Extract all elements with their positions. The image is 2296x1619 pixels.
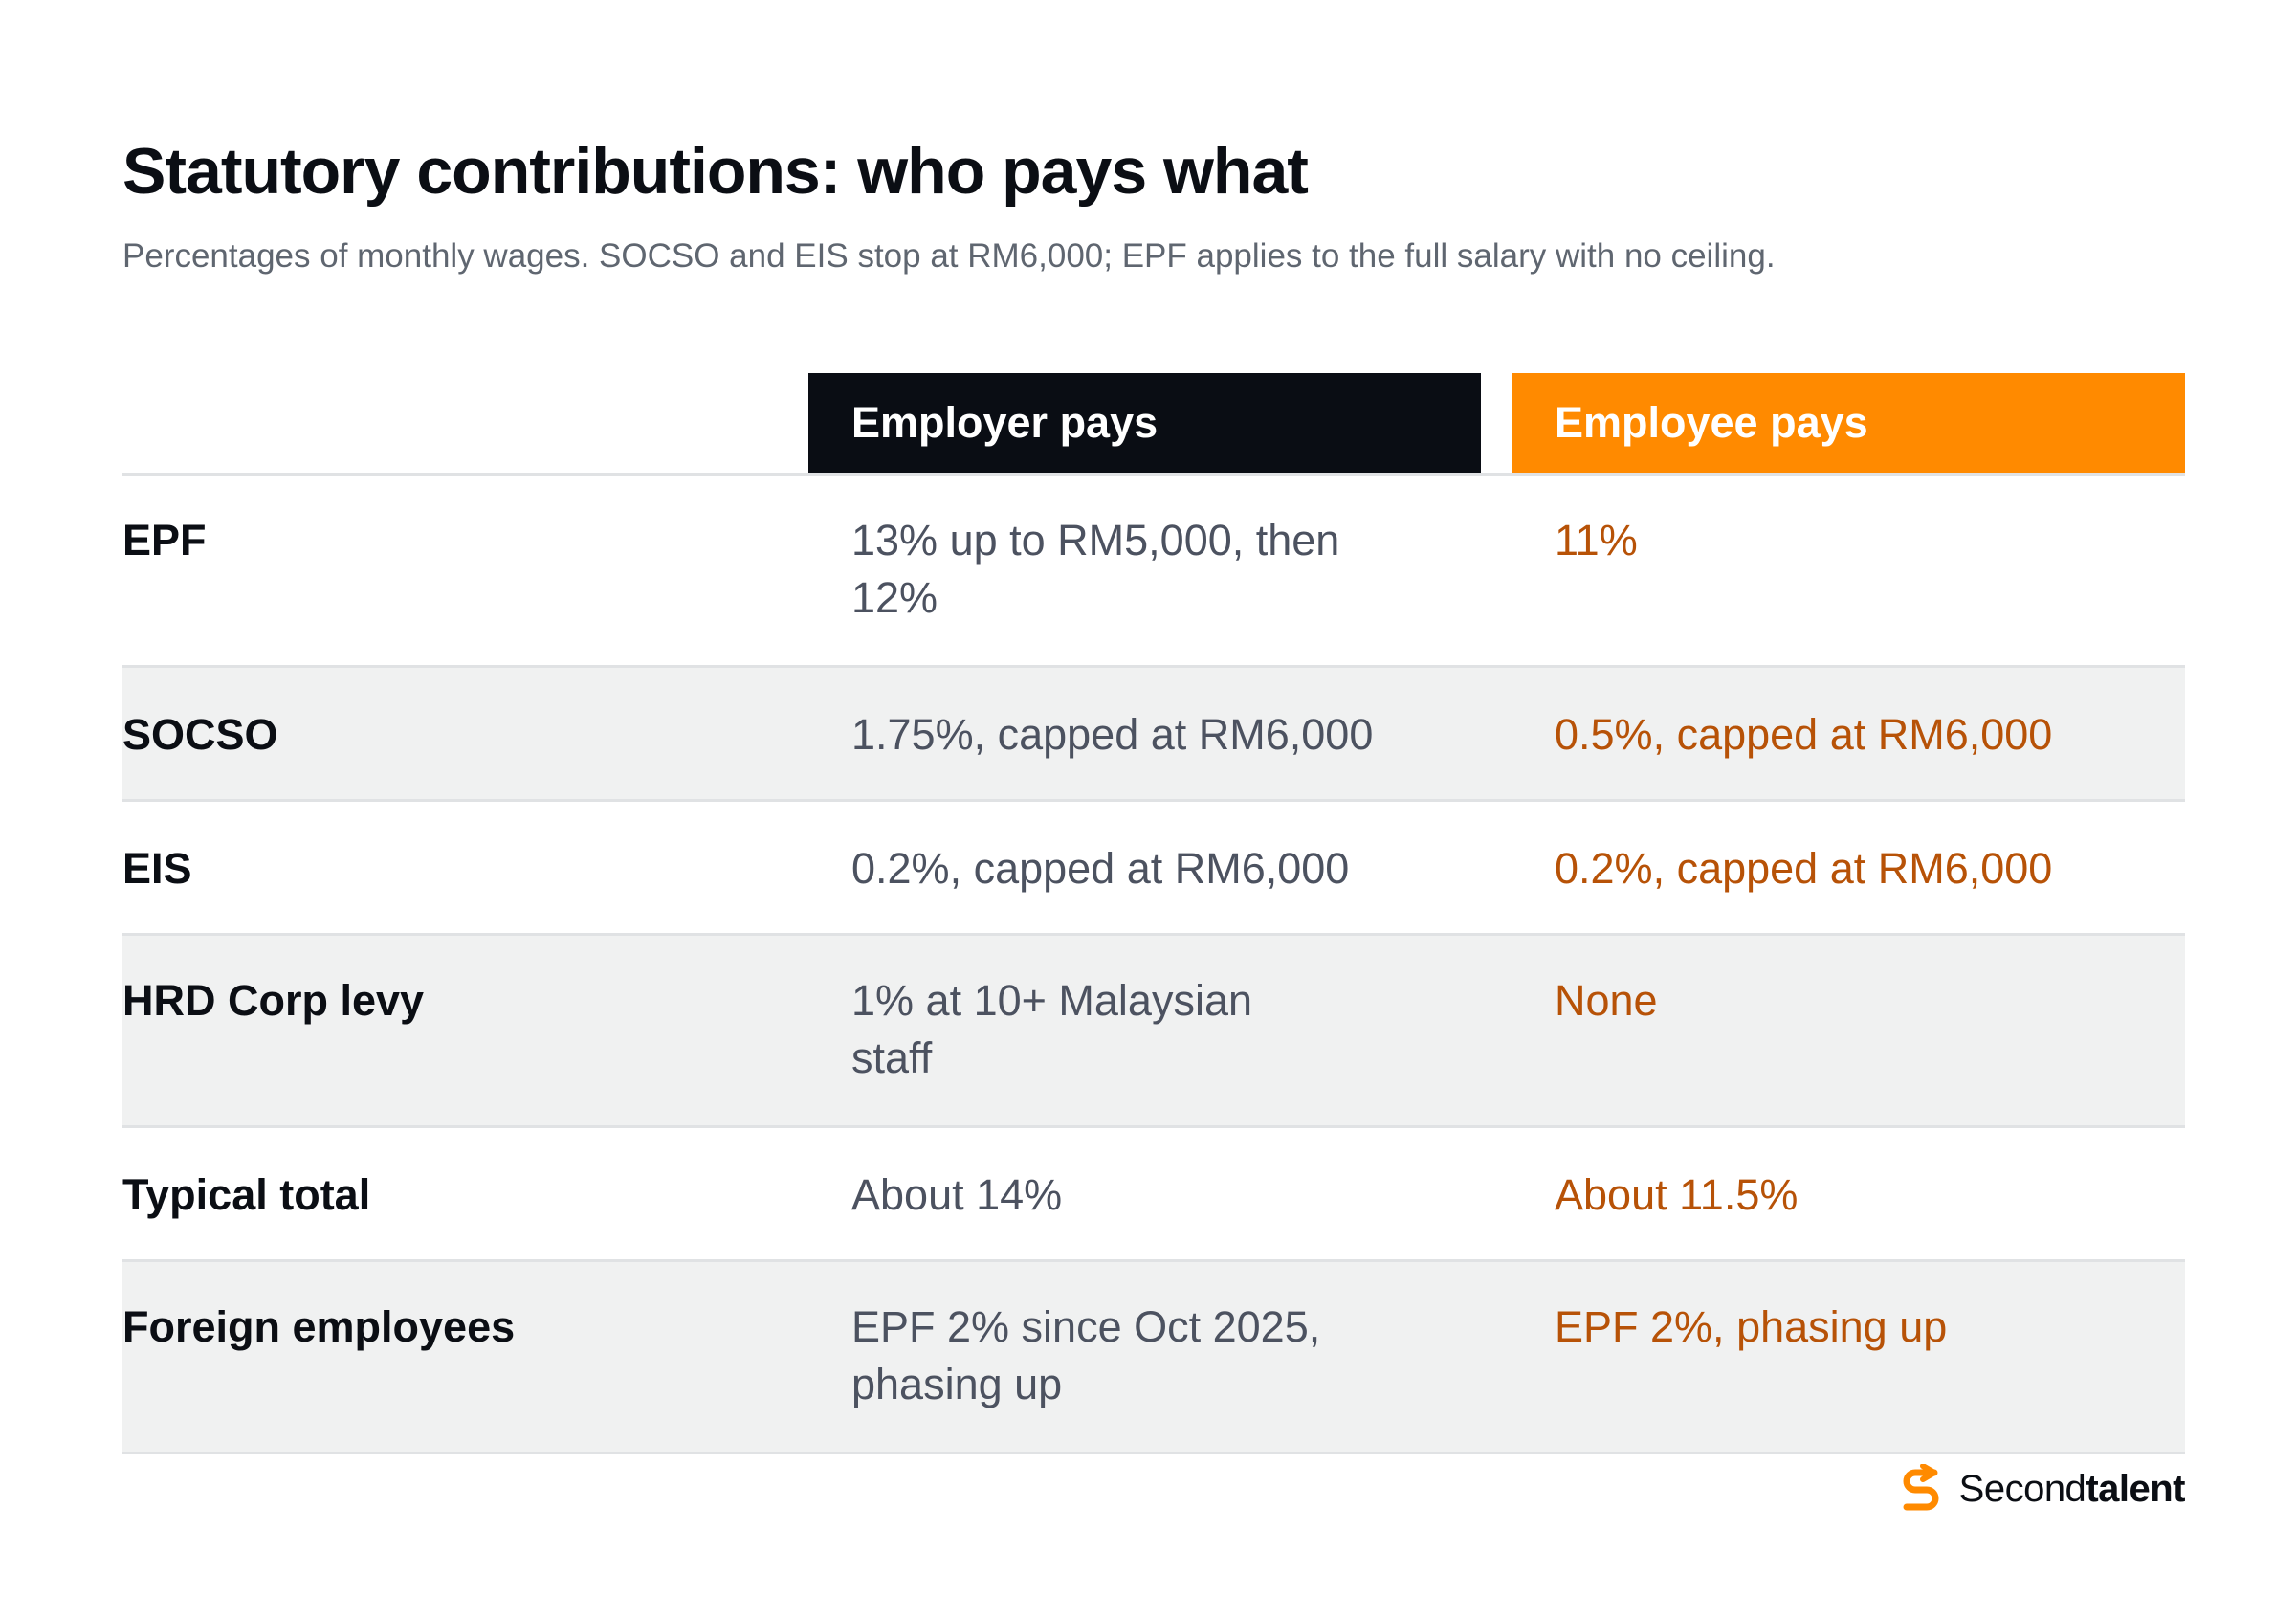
- employer-cell: About 14%: [851, 1170, 1063, 1219]
- employee-cell: 0.2%, capped at RM6,000: [1555, 844, 2053, 893]
- employee-cell: 0.5%, capped at RM6,000: [1555, 710, 2053, 759]
- row-label: EIS: [122, 844, 192, 893]
- row-label: HRD Corp levy: [122, 976, 425, 1025]
- employer-cell: 1.75%, capped at RM6,000: [851, 710, 1374, 759]
- table-row-foreign-employees: Foreign employees EPF 2% since Oct 2025,…: [122, 1262, 2185, 1454]
- table-row-hrd-corp-levy: HRD Corp levy 1% at 10+ Malaysian staff …: [122, 936, 2185, 1128]
- employee-cell: EPF 2%, phasing up: [1555, 1302, 1948, 1351]
- page-title: Statutory contributions: who pays what: [122, 135, 1309, 208]
- brand-logo: Secondtalent: [1896, 1462, 2185, 1516]
- row-label: Typical total: [122, 1170, 371, 1219]
- page-subtitle: Percentages of monthly wages. SOCSO and …: [122, 237, 1776, 275]
- employee-cell: About 11.5%: [1555, 1170, 1799, 1219]
- employer-column-header: Employer pays: [808, 373, 1481, 473]
- brand-name-bold: talent: [2086, 1467, 2185, 1510]
- employer-cell: 1% at 10+ Malaysian staff: [851, 976, 1252, 1082]
- secondtalent-logo-icon: [1903, 1464, 1939, 1511]
- table-row-typical-total: Typical total About 14% About 11.5%: [122, 1128, 2185, 1262]
- table-row-eis: EIS 0.2%, capped at RM6,000 0.2%, capped…: [122, 802, 2185, 936]
- employer-cell: EPF 2% since Oct 2025, phasing up: [851, 1302, 1321, 1408]
- brand-name-regular: Second: [1958, 1467, 2086, 1510]
- employer-cell: 13% up to RM5,000, then 12%: [851, 516, 1340, 622]
- brand-name: Secondtalent: [1958, 1467, 2186, 1511]
- row-label: EPF: [122, 516, 207, 565]
- contributions-table: Employer pays Employee pays EPF 13% up t…: [122, 373, 2185, 1454]
- employee-cell: None: [1555, 976, 1658, 1025]
- employee-column-header: Employee pays: [1512, 373, 2185, 473]
- row-label: Foreign employees: [122, 1302, 516, 1351]
- employee-cell: 11%: [1555, 516, 1638, 565]
- table-header-row: Employer pays Employee pays: [122, 373, 2185, 476]
- employer-cell: 0.2%, capped at RM6,000: [851, 844, 1350, 893]
- table-row-socso: SOCSO 1.75%, capped at RM6,000 0.5%, cap…: [122, 668, 2185, 802]
- row-label: SOCSO: [122, 710, 278, 759]
- table-row-epf: EPF 13% up to RM5,000, then 12% 11%: [122, 476, 2185, 668]
